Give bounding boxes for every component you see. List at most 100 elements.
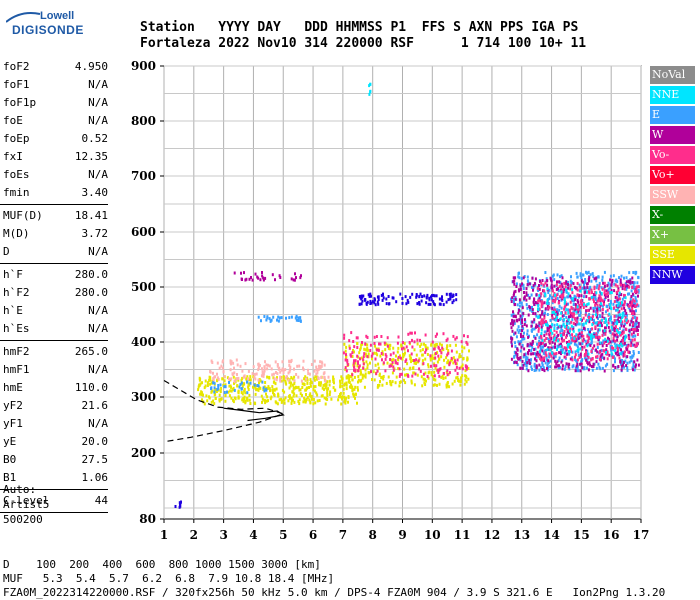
scatter-point — [606, 350, 609, 354]
scatter-point — [552, 356, 555, 360]
scatter-point — [285, 382, 288, 386]
scatter-point — [392, 365, 395, 369]
scatter-point — [514, 297, 517, 301]
scatter-point — [364, 298, 367, 301]
scatter-point — [608, 337, 611, 341]
scatter-point — [284, 396, 287, 400]
scatter-point — [287, 378, 290, 382]
scatter-point — [576, 338, 579, 342]
param-row: C-level 44 — [0, 492, 110, 510]
scatter-point — [634, 298, 637, 302]
scatter-point — [369, 302, 372, 305]
scatter-point — [297, 319, 300, 322]
scatter-point — [598, 294, 601, 298]
scatter-point — [212, 371, 214, 375]
scatter-point — [561, 296, 564, 300]
scatter-point — [559, 365, 562, 369]
scatter-point — [262, 372, 265, 376]
scatter-point — [578, 309, 581, 313]
y-tick-label: 80 — [139, 512, 156, 526]
scatter-point — [541, 310, 544, 314]
scatter-point — [614, 348, 616, 352]
scatter-point — [446, 384, 449, 388]
scatter-point — [568, 352, 571, 356]
scatter-point — [455, 376, 458, 380]
scatter-point — [561, 329, 564, 333]
scatter-point — [411, 345, 414, 349]
scatter-point — [220, 387, 223, 390]
scatter-point — [217, 384, 220, 387]
scatter-point — [595, 291, 598, 295]
scatter-point — [350, 383, 353, 387]
scatter-point — [533, 297, 536, 301]
scatter-point — [352, 394, 355, 398]
logo-mark — [6, 12, 41, 23]
scatter-point — [545, 358, 548, 362]
scatter-point — [603, 341, 606, 345]
scatter-point — [517, 357, 520, 360]
scatter-point — [316, 371, 319, 375]
scatter-point — [546, 301, 549, 305]
scatter-point — [288, 316, 291, 320]
scatter-point — [583, 286, 586, 290]
scatter-point — [451, 295, 454, 299]
scatter-point — [520, 335, 522, 338]
scatter-point — [229, 368, 232, 372]
scatter-point — [634, 316, 637, 320]
scatter-point — [588, 335, 591, 339]
scatter-point — [323, 363, 326, 367]
scatter-point — [235, 358, 238, 362]
scatter-point — [606, 291, 609, 295]
scatter-point — [374, 357, 377, 361]
scatter-point — [425, 379, 427, 383]
scatter-point — [399, 292, 402, 296]
scatter-point — [578, 332, 581, 336]
scatter-point — [609, 305, 612, 309]
scatter-point — [632, 352, 635, 356]
scatter-point — [205, 394, 208, 398]
scatter-point — [197, 385, 200, 389]
scatter-point — [375, 351, 378, 355]
scatter-point — [434, 366, 437, 370]
scatter-point — [536, 350, 539, 354]
scatter-point — [574, 296, 577, 300]
scatter-point — [428, 296, 431, 300]
scatter-point — [385, 381, 388, 385]
scatter-point — [574, 353, 577, 357]
scatter-point — [341, 378, 344, 382]
scatter-point — [362, 366, 365, 370]
scatter-point — [421, 348, 424, 352]
scatter-point — [595, 313, 597, 317]
scatter-point — [579, 342, 582, 346]
scatter-point — [525, 291, 528, 295]
scatter-point — [636, 343, 638, 347]
scatter-cluster-F-trace-SSW — [209, 358, 330, 383]
scatter-point — [244, 399, 247, 403]
scatter-point — [295, 373, 298, 376]
scatter-point — [543, 359, 545, 363]
param-value: N/A — [88, 114, 108, 127]
scatter-point — [259, 379, 262, 383]
scatter-point — [510, 337, 513, 341]
scatter-point — [556, 312, 559, 316]
scatter-point — [269, 319, 272, 323]
scatter-point — [242, 399, 245, 403]
scatter-point — [534, 357, 536, 361]
scatter-point — [606, 339, 609, 343]
scatter-point — [615, 304, 618, 308]
scatter-point — [596, 309, 599, 313]
legend-item: Vo+ — [650, 166, 695, 184]
scatter-point — [630, 328, 633, 332]
scatter-point — [400, 347, 403, 351]
scatter-point — [548, 297, 551, 301]
scatter-point — [214, 397, 217, 400]
scatter-point — [257, 315, 260, 319]
scatter-point — [621, 342, 624, 346]
scatter-point — [630, 359, 633, 363]
scatter-point — [607, 289, 610, 293]
scatter-point — [467, 367, 470, 370]
scatter-point — [378, 383, 381, 387]
auto-label: Auto: — [3, 483, 37, 496]
scatter-point — [531, 340, 534, 344]
scatter-point — [223, 391, 226, 394]
